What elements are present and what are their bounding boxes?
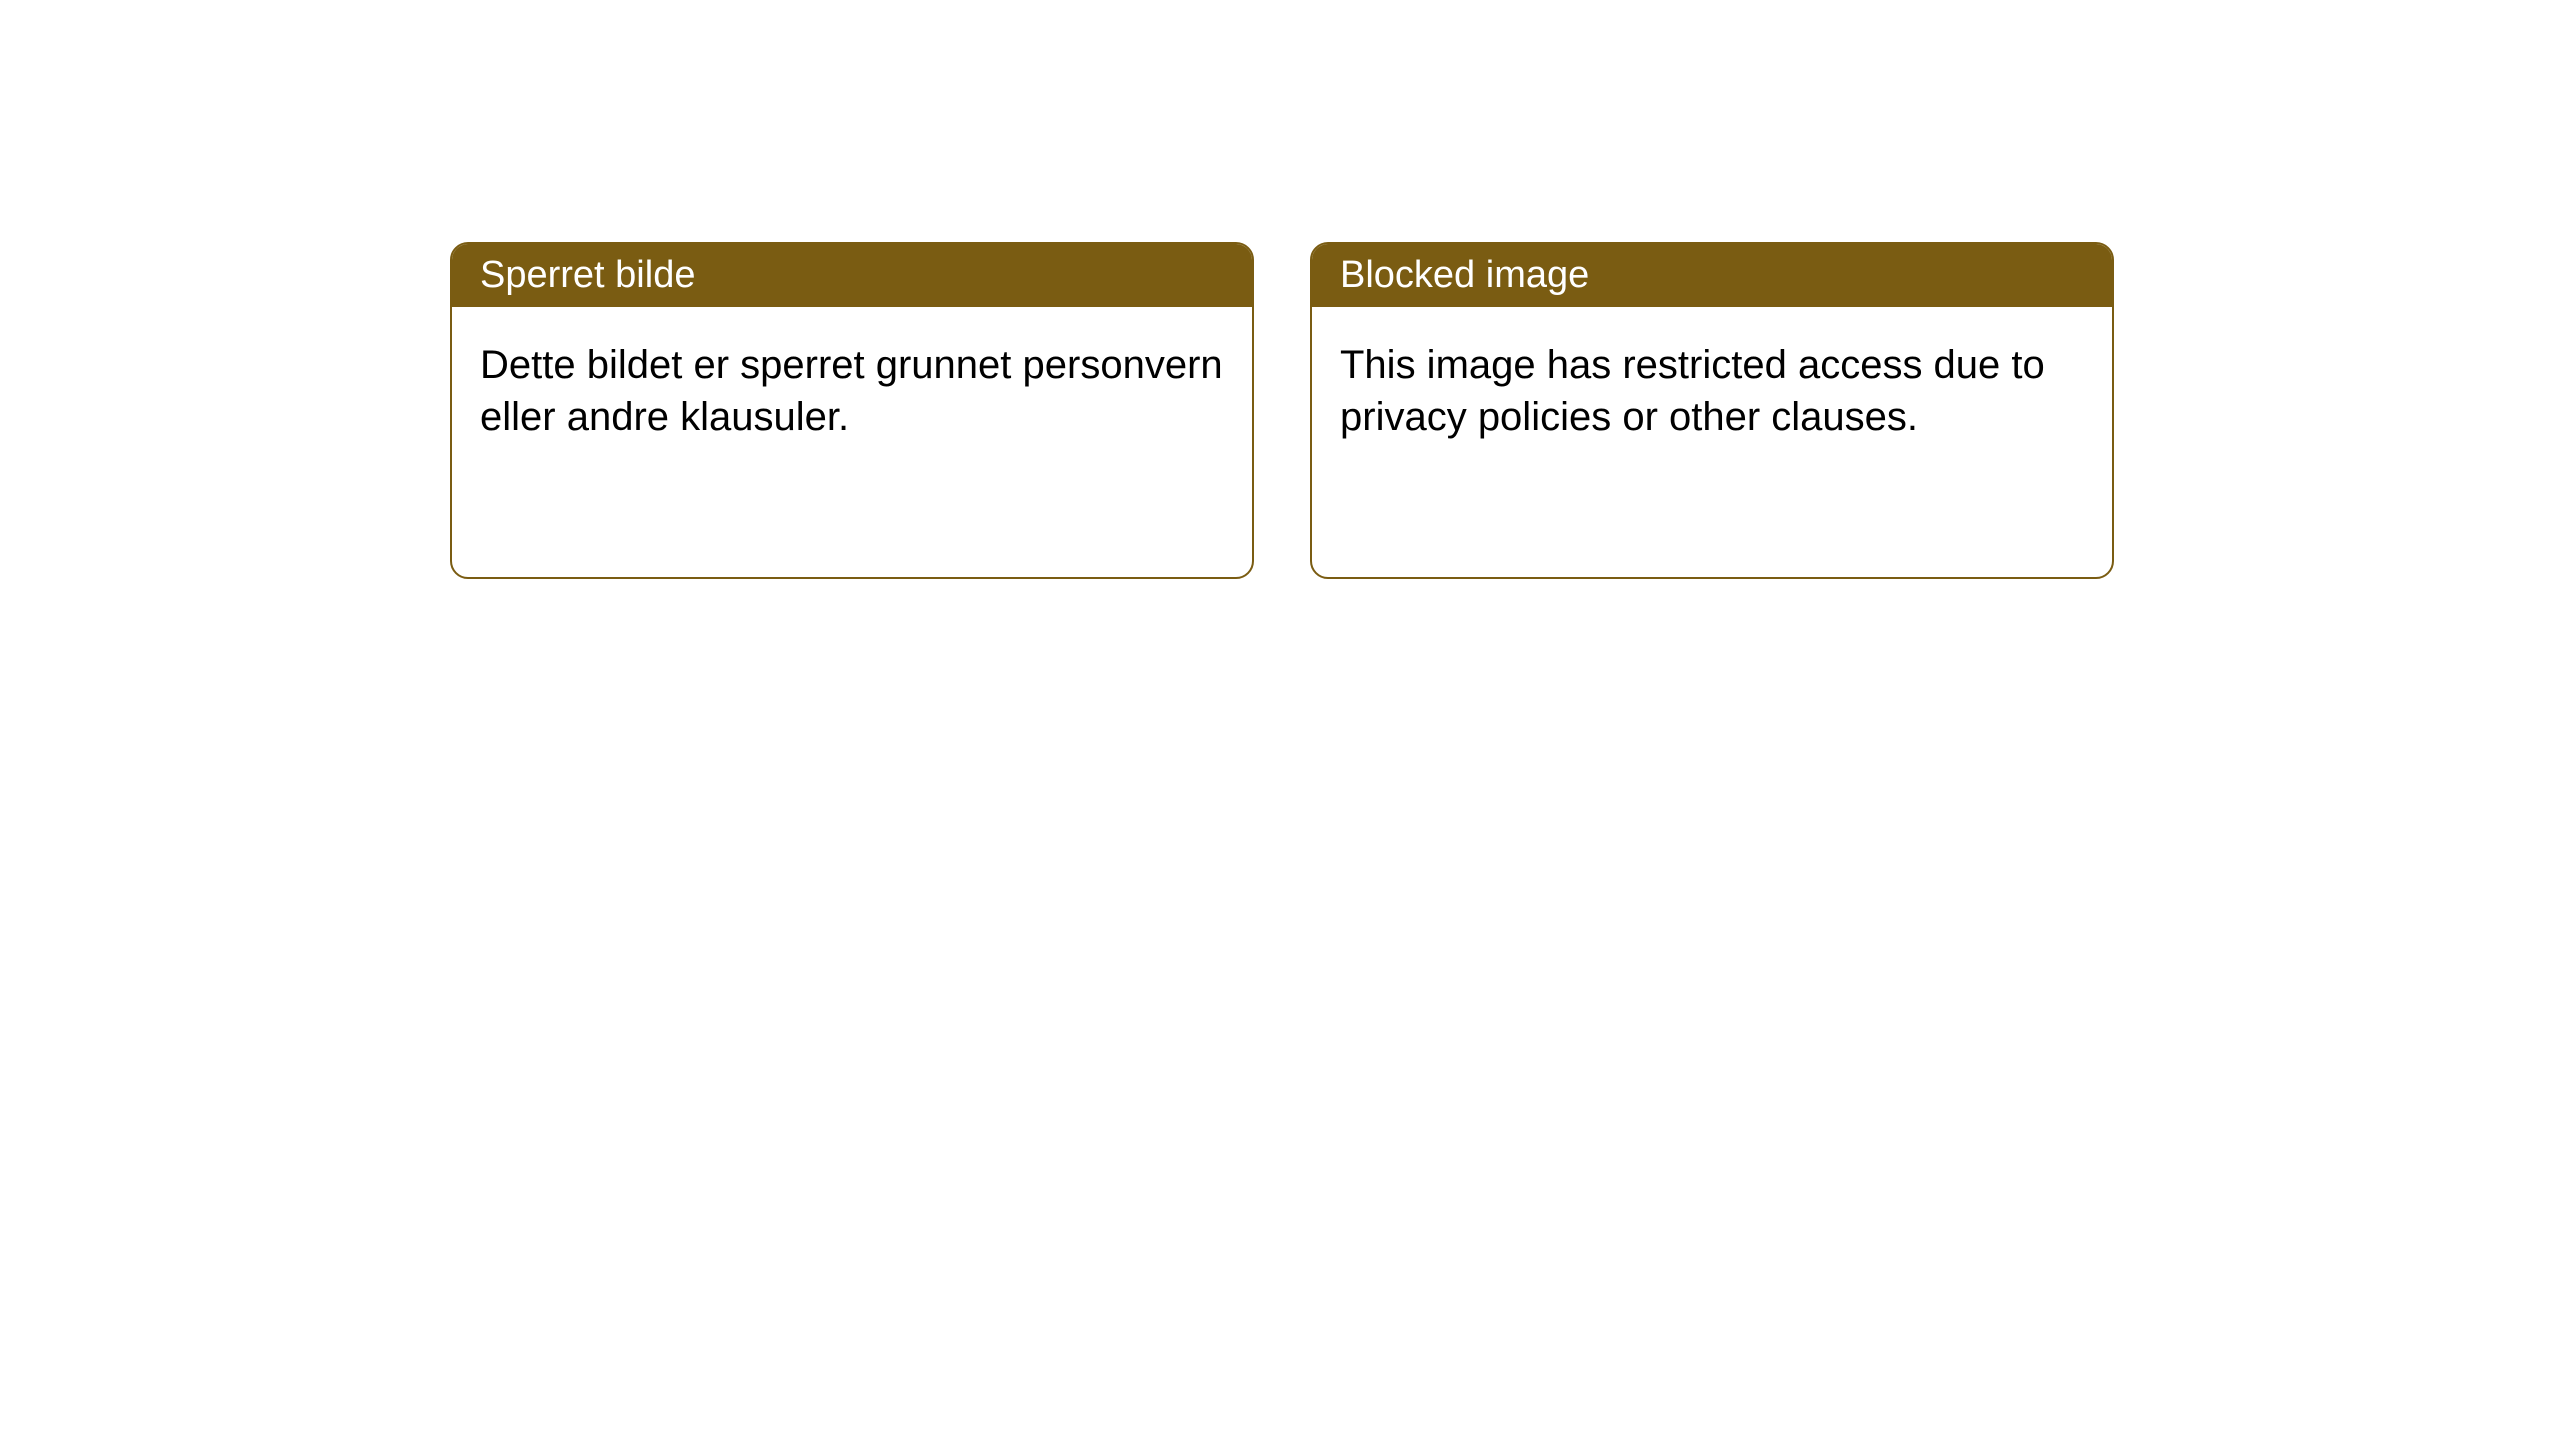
notice-container: Sperret bilde Dette bildet er sperret gr… bbox=[450, 242, 2114, 579]
card-header-english: Blocked image bbox=[1312, 244, 2112, 307]
card-body-norwegian: Dette bildet er sperret grunnet personve… bbox=[452, 307, 1252, 577]
notice-card-norwegian: Sperret bilde Dette bildet er sperret gr… bbox=[450, 242, 1254, 579]
card-body-text-english: This image has restricted access due to … bbox=[1340, 343, 2045, 439]
card-body-text-norwegian: Dette bildet er sperret grunnet personve… bbox=[480, 343, 1223, 439]
card-title-norwegian: Sperret bilde bbox=[480, 254, 695, 296]
card-header-norwegian: Sperret bilde bbox=[452, 244, 1252, 307]
notice-card-english: Blocked image This image has restricted … bbox=[1310, 242, 2114, 579]
card-title-english: Blocked image bbox=[1340, 254, 1589, 296]
card-body-english: This image has restricted access due to … bbox=[1312, 307, 2112, 577]
